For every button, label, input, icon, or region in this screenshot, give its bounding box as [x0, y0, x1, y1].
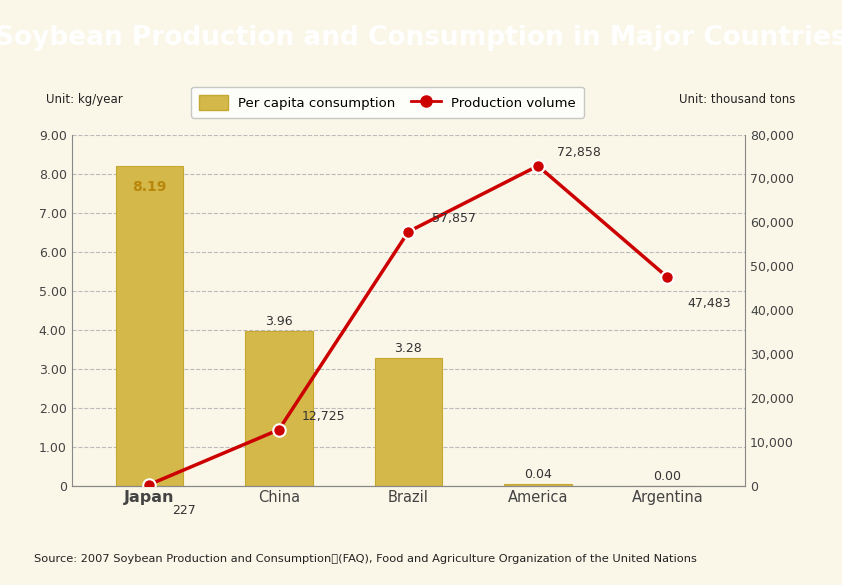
Bar — [115, 166, 183, 486]
Bar — [504, 484, 572, 486]
Text: 12,725: 12,725 — [302, 410, 346, 423]
Bar — [375, 357, 442, 486]
Text: 0.04: 0.04 — [524, 468, 552, 481]
Text: 8.19: 8.19 — [132, 180, 167, 194]
Text: 57,857: 57,857 — [432, 212, 476, 225]
Text: 3.96: 3.96 — [265, 315, 293, 328]
Text: 0.00: 0.00 — [653, 470, 681, 483]
Text: Unit: kg/year: Unit: kg/year — [46, 93, 123, 106]
Text: 3.28: 3.28 — [395, 342, 422, 355]
Legend: Per capita consumption, Production volume: Per capita consumption, Production volum… — [191, 87, 584, 118]
Bar — [245, 331, 312, 486]
Text: Source: 2007 Soybean Production and Consumption　(FAQ), Food and Agriculture Orga: Source: 2007 Soybean Production and Cons… — [34, 553, 696, 564]
Text: 47,483: 47,483 — [687, 297, 731, 310]
Text: Soybean Production and Consumption in Major Countries: Soybean Production and Consumption in Ma… — [0, 25, 842, 51]
Text: 227: 227 — [173, 504, 196, 517]
Text: Unit: thousand tons: Unit: thousand tons — [679, 93, 796, 106]
Text: 72,858: 72,858 — [557, 146, 601, 159]
